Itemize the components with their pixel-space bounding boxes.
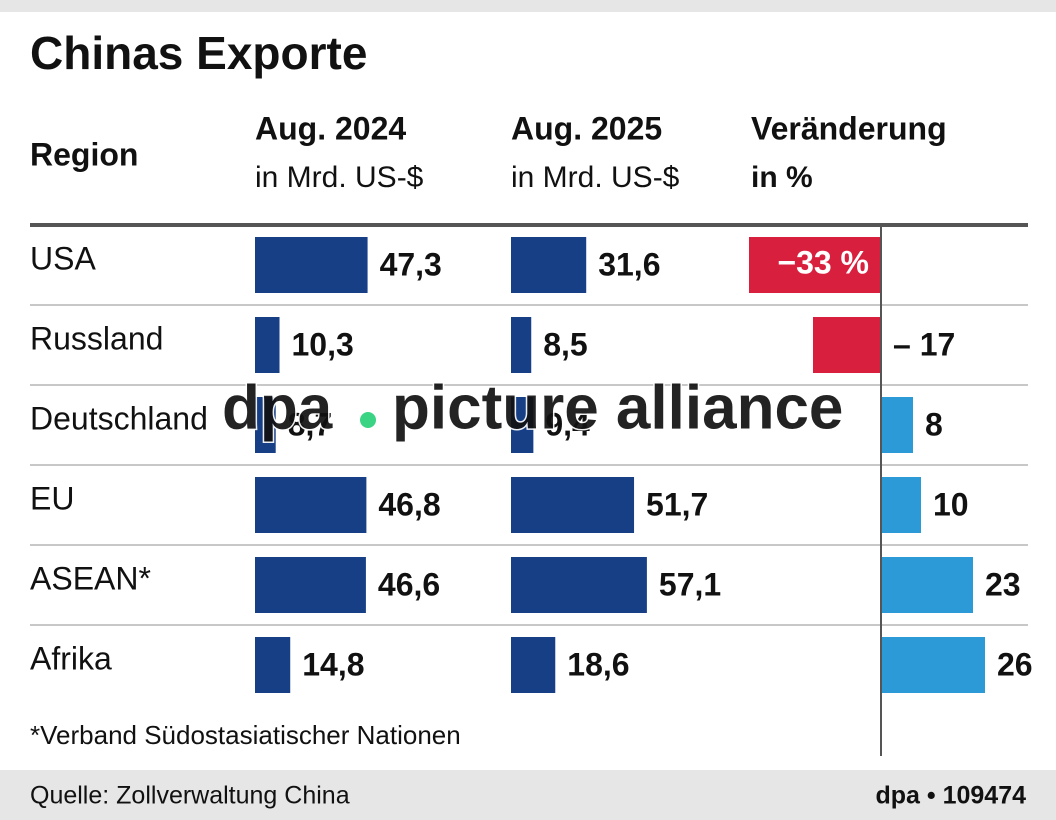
export-bar	[255, 237, 368, 293]
column-subtitle: in %	[751, 161, 813, 194]
export-bar	[511, 477, 635, 533]
footnote: *Verband Südostasiatischer Nationen	[30, 720, 461, 750]
value-label: 46,8	[378, 486, 440, 522]
watermark-right: picture alliance	[392, 373, 843, 442]
export-bar	[255, 637, 291, 693]
region-label: Deutschland	[30, 400, 208, 436]
export-bar	[255, 317, 280, 373]
bottom-band	[0, 770, 1056, 820]
watermark: dpa picture alliance	[221, 372, 845, 444]
change-label: – 17	[893, 326, 955, 362]
value-label: 14,8	[302, 646, 364, 682]
region-label: Russland	[30, 320, 163, 356]
column-subtitle: in Mrd. US-$	[511, 161, 680, 194]
column-title: Aug. 2025	[511, 110, 662, 146]
value-label: 51,7	[646, 486, 708, 522]
change-bar	[749, 237, 881, 293]
column-title: Region	[30, 136, 138, 172]
export-bar	[255, 557, 366, 613]
value-label: 47,3	[380, 246, 442, 282]
region-label: ASEAN*	[30, 560, 151, 596]
change-label: 23	[985, 566, 1021, 602]
value-label: 31,6	[598, 246, 660, 282]
column-title: Aug. 2024	[255, 110, 406, 146]
credit: dpa • 109474	[875, 782, 1026, 810]
value-label: 9,4	[545, 406, 590, 442]
column-subtitle: in Mrd. US-$	[255, 161, 424, 194]
watermark-left: dpa	[222, 373, 333, 442]
source: Quelle: Zollverwaltung China	[30, 782, 350, 810]
region-label: USA	[30, 240, 96, 276]
export-bar	[255, 477, 367, 533]
title: Chinas Exporte	[30, 27, 367, 79]
value-label: 46,6	[378, 566, 440, 602]
watermark-dot	[360, 412, 376, 428]
value-label: 8,7	[288, 406, 332, 442]
value-label: 10,3	[292, 326, 354, 362]
value-label: 8,5	[543, 326, 587, 362]
export-bar	[511, 637, 556, 693]
change-label: 8	[925, 406, 943, 442]
top-band	[0, 0, 1056, 12]
change-label: 10	[933, 486, 969, 522]
export-bar	[511, 237, 587, 293]
change-label: 26	[997, 646, 1033, 682]
region-label: Afrika	[30, 640, 112, 676]
region-label: EU	[30, 480, 74, 516]
change-bar	[881, 477, 921, 533]
export-bar	[511, 317, 532, 373]
value-label: 18,6	[567, 646, 629, 682]
value-label: 57,1	[659, 566, 721, 602]
rows: USA 47,3 31,6 −33 % Russland 10,3 8,5 – 17 Deuts…	[30, 237, 1033, 693]
change-bar	[881, 637, 985, 693]
column-title: Veränderung	[751, 110, 947, 146]
export-bar	[511, 557, 647, 613]
change-bar	[813, 317, 881, 373]
change-bar	[881, 397, 913, 453]
change-bar	[881, 557, 973, 613]
export-bar	[511, 397, 534, 453]
change-label: −33 %	[777, 244, 869, 280]
export-bar	[255, 397, 276, 453]
